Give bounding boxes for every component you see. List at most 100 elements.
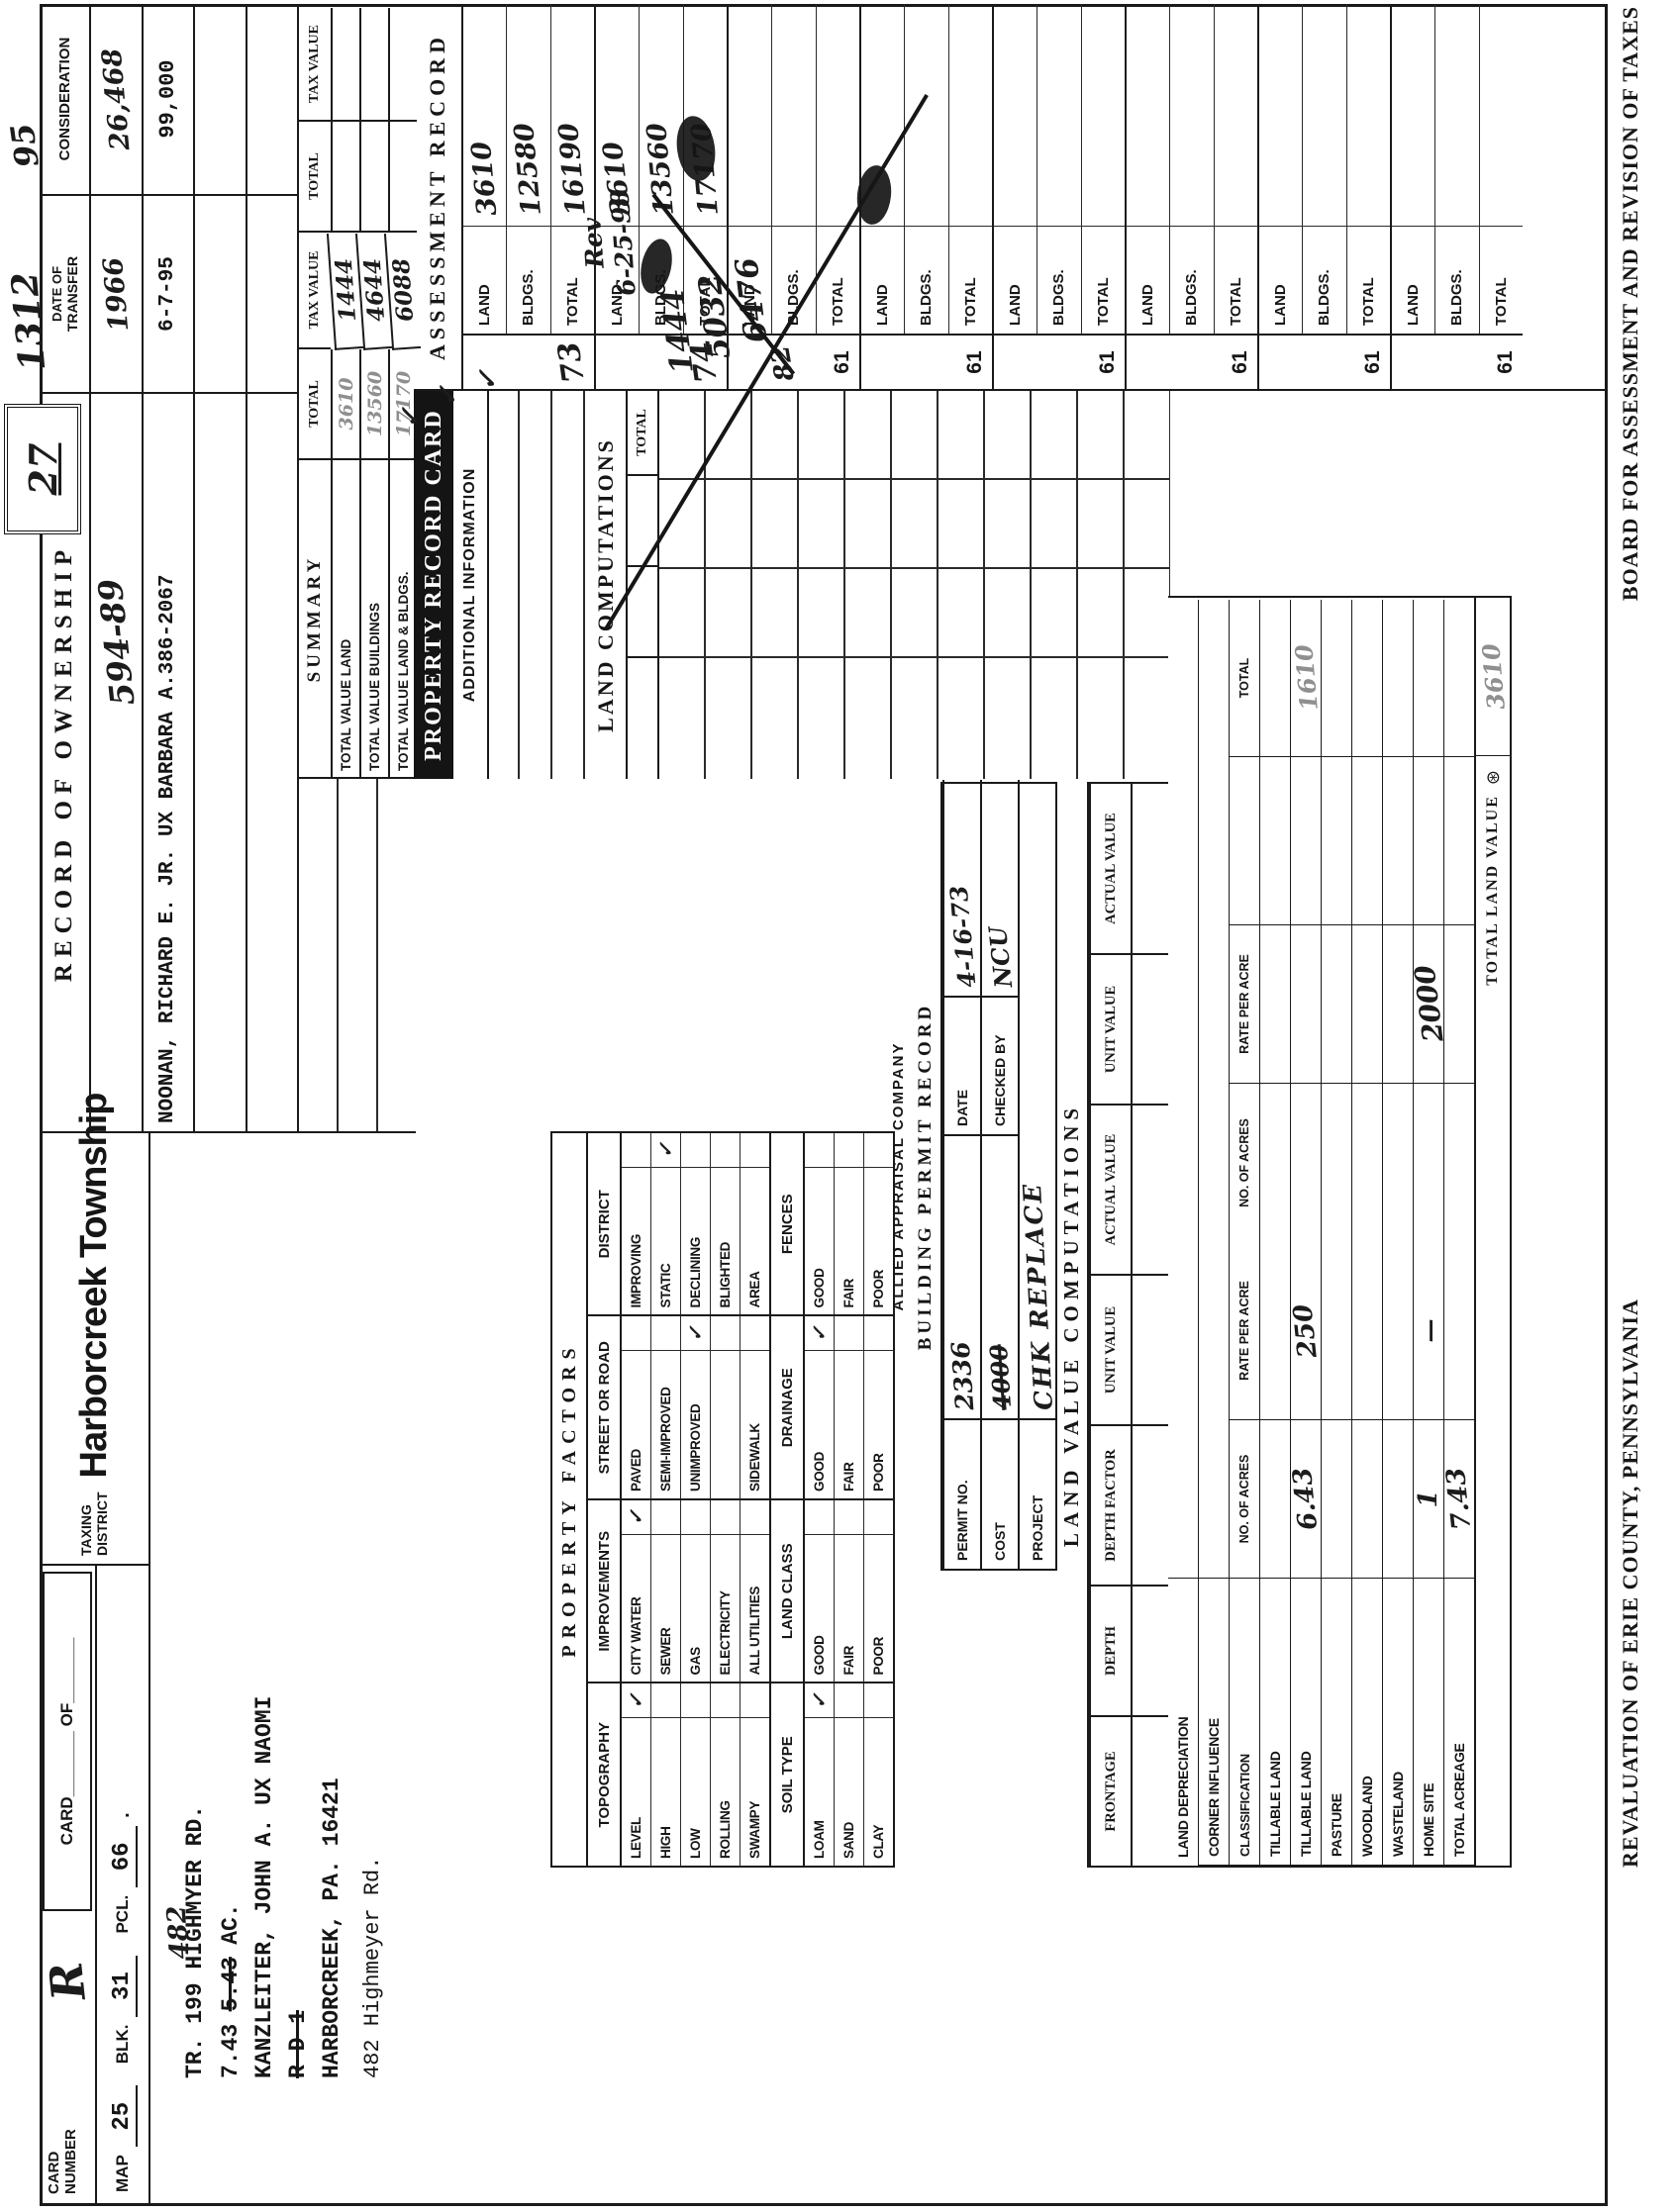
hand-consideration: 26,468 bbox=[96, 47, 137, 151]
year-printed: 61 bbox=[831, 350, 853, 374]
check-cell: ✓ bbox=[622, 1683, 650, 1719]
revision-note: Rev 6-25-98 bbox=[577, 188, 642, 297]
land-computations-body bbox=[659, 391, 1170, 779]
ownership-row-empty bbox=[245, 4, 297, 1131]
check-cell bbox=[622, 1316, 650, 1352]
property-factors-title: PROPERTY FACTORS bbox=[557, 1341, 580, 1658]
factors-top-section: TOPOGRAPHY LEVEL ✓ HIGH LOW ROLLING SWAMP… bbox=[586, 1133, 769, 1866]
assessment-group-61: 61 LAND BLDGS. TOTAL bbox=[1125, 4, 1257, 389]
card-number-box: 27 bbox=[4, 404, 81, 534]
assessed-bldgs: 12580 bbox=[509, 121, 548, 218]
total-header: TOTAL bbox=[1229, 600, 1259, 757]
total-land-value-row: TOTAL LAND VALUE ⊛ 3610 bbox=[1474, 598, 1510, 1866]
ownership-row-empty bbox=[193, 4, 246, 1131]
additional-information-lines bbox=[487, 391, 586, 779]
taxing-district-label: TAXING DISTRICT bbox=[78, 1491, 110, 1556]
ownership-table: RECORD OF OWNERSHIP DATE OF TRANSFER CON… bbox=[40, 4, 297, 1133]
year-printed: 61 bbox=[1229, 350, 1251, 374]
check-cell: ✓ bbox=[681, 1316, 710, 1352]
check-cell bbox=[651, 1316, 680, 1352]
check-cell bbox=[741, 1500, 769, 1535]
check-cell: ✓ bbox=[805, 1316, 834, 1352]
map-value: 25 bbox=[108, 2085, 138, 2148]
check-cell bbox=[864, 1683, 893, 1719]
pcl-suffix: . bbox=[111, 1812, 134, 1818]
check-cell bbox=[681, 1500, 710, 1535]
address-line-3: KANZLEITER, JOHN A. UX NAOMI bbox=[251, 1695, 277, 2078]
empty-ruled-rows bbox=[297, 777, 416, 1133]
check-cell bbox=[622, 1133, 650, 1168]
assessment-group-61: 61 LAND BLDGS. TOTAL bbox=[1257, 4, 1390, 389]
check-cell bbox=[711, 1316, 740, 1352]
year-stamp: 73 bbox=[551, 338, 592, 386]
rate-value: — bbox=[1414, 1318, 1443, 1343]
map-label: MAP bbox=[113, 2155, 132, 2192]
total-land-value: 3610 bbox=[1475, 641, 1511, 712]
check-cell bbox=[711, 1133, 740, 1168]
check-mark: ✓ bbox=[396, 407, 426, 429]
acres-value: 6.43 bbox=[1287, 1466, 1325, 1532]
footer-right-caption: BOARD FOR ASSESSMENT AND REVISION OF TAX… bbox=[1618, 6, 1642, 602]
pcl-label: PCL. bbox=[113, 1894, 132, 1934]
land-depreciation-label: LAND DEPRECIATION bbox=[1175, 1716, 1191, 1858]
summary-col-total: TOTAL bbox=[299, 349, 331, 460]
summary-total-all: 17170 bbox=[388, 349, 417, 460]
summary-total-land: 3610 bbox=[331, 349, 359, 460]
factors-col-landclass: LAND CLASS GOOD FAIR POOR bbox=[771, 1500, 893, 1684]
check-cell bbox=[835, 1133, 863, 1168]
card-number-label: CARD NUMBER bbox=[46, 2129, 79, 2194]
factors-col-district: DISTRICT IMPROVING STATIC ✓ DECLINING BLI… bbox=[588, 1133, 769, 1317]
factors-col-street: STREET OR ROAD PAVED SEMI-IMPROVED UNIMP… bbox=[588, 1316, 769, 1500]
reference-mark-icon: ⊛ bbox=[1482, 770, 1503, 786]
total-value: 1610 bbox=[1288, 643, 1324, 713]
building-permit-title: BUILDING PERMIT RECORD bbox=[915, 1002, 936, 1351]
permit-date-value: 4-16-73 bbox=[943, 884, 981, 990]
assessment-group-73: 73 LAND 3610 BLDGS. 12580 TOTAL 16190 bbox=[461, 4, 594, 389]
permit-cost-label: COST bbox=[980, 1420, 1018, 1569]
township-name: Harborcreek Township bbox=[72, 1093, 115, 1479]
year-printed: 61 bbox=[963, 350, 986, 374]
rate-per-acre-header-2: RATE PER ACRE bbox=[1229, 925, 1259, 1084]
check-cell bbox=[835, 1316, 863, 1352]
map-blk-pcl-row: MAP 25 BLK. 31 PCL. 66 . bbox=[97, 1566, 148, 2204]
check-cell bbox=[711, 1500, 740, 1535]
permit-no-label: PERMIT NO. bbox=[942, 1420, 980, 1569]
appraisal-company: ALLIED APPRAISAL COMPANY bbox=[889, 1041, 907, 1311]
check-cell bbox=[651, 1500, 680, 1535]
check-cell: ✓ bbox=[651, 1133, 680, 1168]
check-cell bbox=[741, 1133, 769, 1168]
acres-value: 1 bbox=[1414, 1490, 1443, 1508]
pcl-value: 66 bbox=[108, 1825, 138, 1887]
rate-value: 250 bbox=[1288, 1301, 1324, 1360]
card-of-box: CARD_______ OF_______ bbox=[43, 1572, 92, 1911]
factors-col-improvements: IMPROVEMENTS CITY WATER ✓ SEWER GAS ELECT… bbox=[588, 1500, 769, 1684]
property-factors: PROPERTY FACTORS TOPOGRAPHY LEVEL ✓ HIGH … bbox=[550, 1131, 895, 1868]
additional-information-label: ADDITIONAL INFORMATION bbox=[453, 391, 489, 779]
factors-col-drainage: DRAINAGE GOOD ✓ FAIR POOR bbox=[771, 1316, 893, 1500]
summary-col-total-2: TOTAL bbox=[299, 122, 331, 233]
blk-value: 31 bbox=[108, 1955, 138, 2017]
id-block: CARD NUMBER R CARD_______ OF_______ MAP … bbox=[39, 1564, 150, 2204]
summary-table: SUMMARY TOTAL TAX VALUE TOTAL TAX VALUE … bbox=[297, 4, 422, 779]
check-cell bbox=[805, 1133, 834, 1168]
permit-date-label: DATE bbox=[942, 998, 980, 1136]
owner-address-block: 482 TR. 199 HIGHMYER RD. 7.43 5.43 AC. K… bbox=[150, 1524, 385, 2078]
address-line-1: TR. 199 HIGHMYER RD. bbox=[182, 1804, 208, 2078]
lvc-title: LAND VALUE COMPUTATIONS bbox=[1058, 1102, 1083, 1548]
factors-col-topography: TOPOGRAPHY LEVEL ✓ HIGH LOW ROLLING SWAMP… bbox=[588, 1683, 769, 1866]
transfer-date: 6-7-95 bbox=[156, 256, 180, 332]
summary-title: SUMMARY bbox=[304, 554, 325, 683]
check-cell bbox=[681, 1133, 710, 1168]
land-computations-total-header: TOTAL bbox=[628, 391, 657, 476]
classification-header: CLASSIFICATION bbox=[1229, 1579, 1259, 1866]
corner-influence-label: CORNER INFLUENCE bbox=[1198, 1579, 1229, 1866]
assessment-title: ASSESSMENT RECORD bbox=[425, 33, 449, 360]
total-acreage-value: 7.43 bbox=[1440, 1466, 1478, 1532]
summary-row-label: TOTAL VALUE LAND & BLDGS. bbox=[388, 460, 417, 777]
check-cell bbox=[835, 1500, 863, 1535]
lvc-empty-row bbox=[1131, 784, 1172, 1866]
hand-book-page-cell: 594-89 bbox=[90, 576, 143, 708]
factors-col-soil: SOIL TYPE LOAM ✓ SAND CLAY bbox=[771, 1683, 893, 1866]
